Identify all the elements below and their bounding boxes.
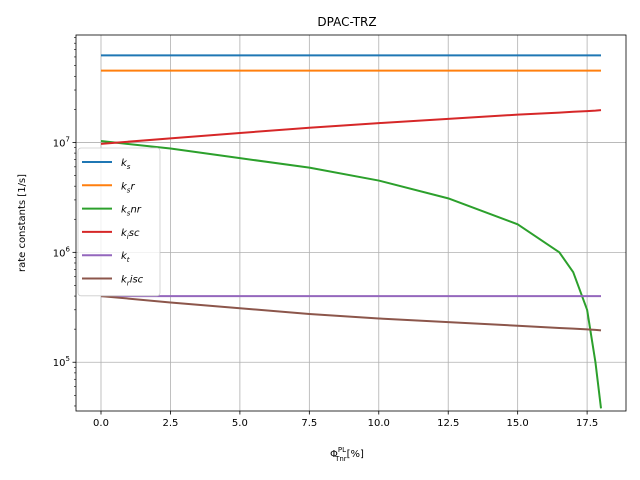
legend-label: kisc: [121, 228, 140, 241]
series-lines: [100, 54, 602, 409]
legend-item-k_risc: krisc: [82, 275, 144, 288]
legend-item-k_t: kt: [82, 251, 130, 264]
y-tick-label: 105: [53, 355, 70, 369]
x-tick-label: 15.0: [507, 418, 529, 429]
legend-label: ks: [121, 158, 131, 171]
legend-item-k_isc: kisc: [82, 228, 140, 241]
legend-label: krisc: [121, 275, 144, 288]
legend-label: kt: [121, 251, 130, 264]
x-axis-title: ΦPL Tnr[%]: [330, 446, 364, 463]
legend-item-k_sr: ksr: [82, 181, 135, 194]
x-tick-label: 10.0: [368, 418, 390, 429]
x-tick-label: 17.5: [576, 418, 598, 429]
legend-box: [77, 147, 161, 297]
y-tick-label: 106: [53, 245, 71, 259]
legend-item-k_snr: ksnr: [82, 205, 142, 218]
x-tick-label: 7.5: [301, 418, 317, 429]
axes-frame: [75, 34, 627, 412]
series-line-k_snr: [100, 140, 602, 409]
legend-label: ksnr: [121, 205, 142, 218]
series-line-k_isc: [100, 109, 602, 145]
legend: ks ksr ksnr kisc kt krisc: [77, 147, 161, 297]
x-tick-label: 5.0: [232, 418, 248, 429]
legend-label: ksr: [121, 181, 135, 194]
y-axis-title: rate constants [1/s]: [17, 174, 28, 272]
grid-lines: [76, 35, 626, 411]
x-tick-label: 0.0: [93, 418, 109, 429]
y-tick-label: 107: [53, 135, 70, 149]
chart-title: DPAC-TRZ: [317, 15, 376, 29]
series-line-k_risc: [100, 295, 602, 332]
legend-item-k_s: ks: [82, 158, 131, 171]
x-tick-label: 2.5: [162, 418, 178, 429]
x-tick-label: 12.5: [437, 418, 459, 429]
axis-ticks: 0.0 2.5 5.0 7.5 10.0 12.5 15.0 17.5 105 106 107: [53, 37, 598, 429]
